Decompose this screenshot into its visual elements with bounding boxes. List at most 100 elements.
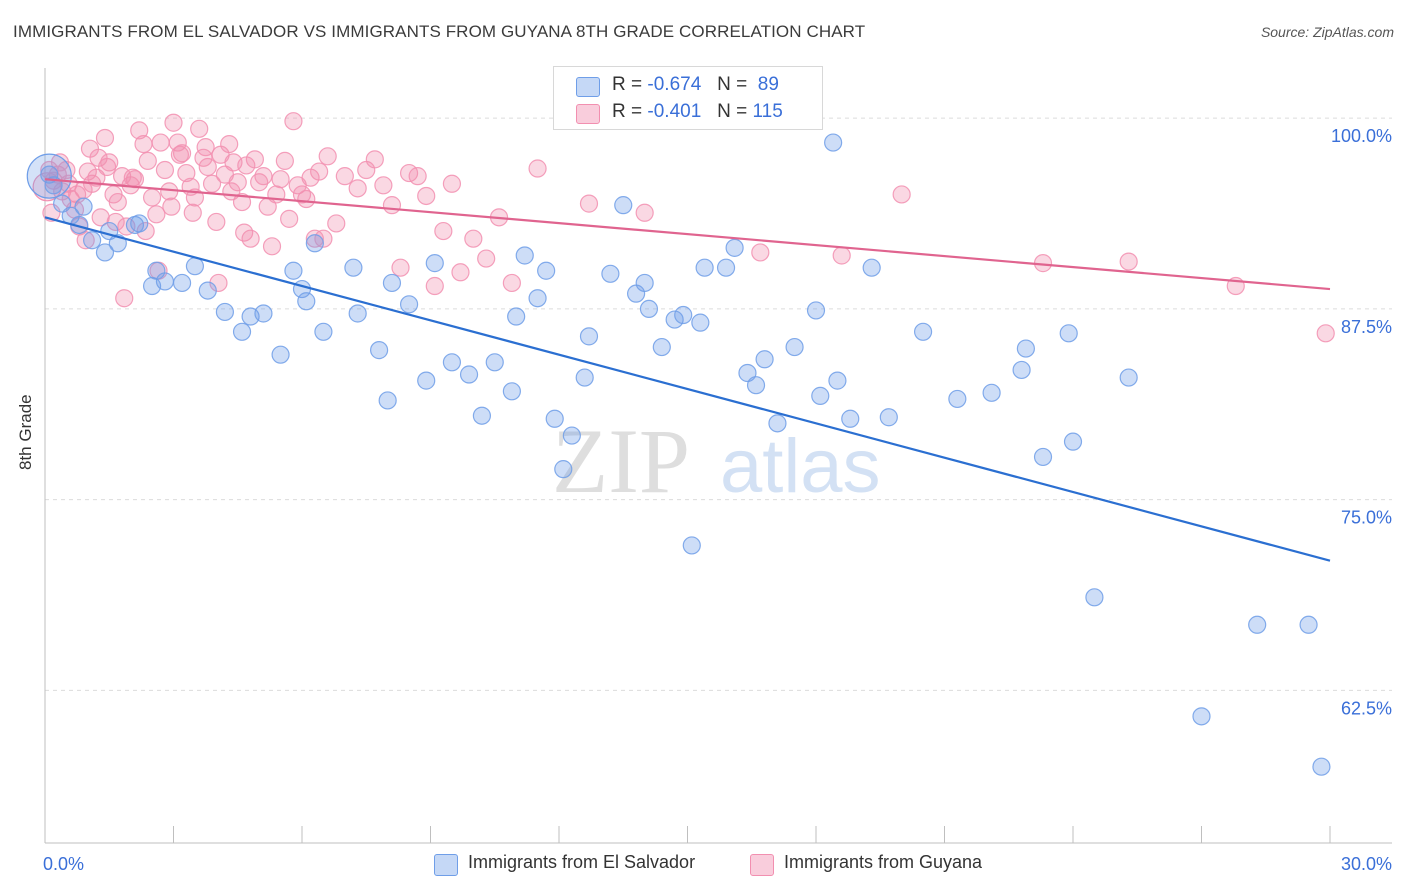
data-point-guyana (417, 186, 436, 206)
data-point-el-salvador (399, 295, 419, 314)
data-point-el-salvador (502, 382, 521, 401)
data-point-el-salvador (746, 376, 766, 395)
gridlines (45, 117, 1392, 691)
y-tick-label: 100.0% (1331, 126, 1392, 146)
legend-r-label: R = (612, 74, 643, 95)
data-point-el-salvador (554, 460, 573, 479)
data-point-el-salvador (172, 273, 192, 293)
data-point-el-salvador (1299, 615, 1318, 634)
source-label: Source: ZipAtlas.com (1260, 24, 1394, 40)
legend-n-label: N = (717, 74, 748, 95)
series-el-salvador-points (26, 133, 1331, 776)
data-point-guyana (222, 182, 241, 201)
legend-r-value: -0.401 (647, 101, 702, 122)
data-point-guyana (115, 289, 134, 308)
correlation-legend: R = -0.674 N = 89 R = -0.401 N = 115 (553, 66, 823, 130)
data-point-el-salvador (1085, 588, 1104, 607)
y-tick-label: 75.0% (1341, 508, 1392, 528)
y-tick-label: 87.5% (1341, 317, 1392, 337)
legend-n-label: N = (717, 101, 748, 122)
data-point-guyana (502, 273, 521, 293)
legend-stats-el-salvador: R = -0.674 N = 89 (612, 74, 779, 96)
legend-swatch-guyana (576, 104, 600, 124)
data-point-guyana (391, 258, 410, 277)
trend-line-guyana (44, 178, 1331, 291)
legend-r-label: R = (612, 101, 643, 122)
legend-swatch-el-salvador (576, 77, 600, 97)
series-legend: Immigrants from El Salvador Immigrants f… (0, 852, 1406, 878)
data-point-guyana (162, 197, 181, 216)
data-point-el-salvador (691, 313, 710, 332)
data-point-el-salvador (639, 299, 659, 318)
data-point-el-salvador (537, 261, 556, 280)
data-point-el-salvador (562, 426, 581, 445)
data-point-el-salvador (575, 368, 594, 387)
data-point-guyana (1119, 252, 1138, 271)
data-point-el-salvador (370, 341, 389, 360)
data-point-guyana (202, 174, 222, 193)
data-point-el-salvador (472, 406, 491, 425)
data-point-guyana (155, 160, 175, 180)
data-point-el-salvador (806, 301, 826, 320)
data-point-el-salvador (425, 254, 444, 273)
data-point-el-salvador (828, 371, 847, 390)
data-point-guyana (310, 162, 329, 181)
data-point-el-salvador (485, 353, 504, 372)
data-point-el-salvador (601, 264, 620, 283)
data-point-guyana (50, 153, 70, 172)
data-point-guyana (284, 112, 303, 131)
data-point-guyana (442, 174, 462, 193)
data-point-guyana (1316, 324, 1335, 343)
data-point-guyana (425, 276, 444, 296)
chart-title: IMMIGRANTS FROM EL SALVADOR VS IMMIGRANT… (13, 22, 866, 41)
data-point-guyana (254, 167, 273, 186)
data-point-guyana (134, 134, 153, 154)
data-point-guyana (130, 121, 149, 140)
trend-lines (44, 178, 1331, 562)
data-point-el-salvador (785, 337, 804, 357)
watermark-zip: ZIP (552, 410, 690, 512)
legend-label-guyana: Immigrants from Guyana (784, 852, 983, 872)
data-point-el-salvador (1016, 339, 1035, 358)
legend-r-value: -0.674 (647, 74, 702, 95)
data-point-el-salvador (83, 231, 102, 250)
data-point-el-salvador (652, 337, 671, 357)
data-point-el-salvador (348, 304, 367, 323)
data-point-el-salvador (682, 536, 701, 555)
data-point-guyana (232, 192, 252, 212)
data-point-guyana (262, 237, 282, 256)
data-point-el-salvador (879, 408, 898, 427)
data-point-el-salvador (913, 322, 933, 341)
data-point-el-salvador (442, 353, 462, 372)
data-point-el-salvador (1033, 447, 1053, 467)
data-point-el-salvador (305, 234, 324, 253)
data-point-guyana (271, 170, 290, 189)
data-point-guyana (87, 168, 106, 187)
data-point-el-salvador (768, 414, 787, 433)
data-point-guyana (245, 150, 264, 169)
data-point-el-salvador (271, 345, 290, 364)
data-point-el-salvador (314, 322, 333, 341)
data-point-guyana (335, 167, 354, 186)
data-point-guyana (151, 133, 170, 152)
x-tick-label: 30.0% (1341, 854, 1392, 874)
data-point-el-salvador (948, 389, 967, 409)
data-point-guyana (190, 119, 209, 138)
data-point-guyana (327, 214, 346, 233)
legend-n-value: 89 (757, 74, 779, 95)
data-point-guyana (832, 246, 851, 265)
data-point-el-salvador (665, 310, 684, 329)
data-point-guyana (892, 185, 911, 204)
data-point-el-salvador (185, 257, 205, 276)
legend-swatch-guyana (750, 854, 774, 876)
data-point-el-salvador (1248, 615, 1267, 634)
y-axis-label: 8th Grade (16, 394, 35, 470)
data-point-el-salvador (755, 350, 774, 369)
data-point-el-salvador (1192, 707, 1211, 726)
data-point-el-salvador (674, 305, 693, 325)
data-point-guyana (136, 221, 155, 241)
data-point-guyana (198, 157, 217, 177)
data-point-el-salvador (811, 386, 830, 405)
data-point-el-salvador (232, 322, 252, 341)
